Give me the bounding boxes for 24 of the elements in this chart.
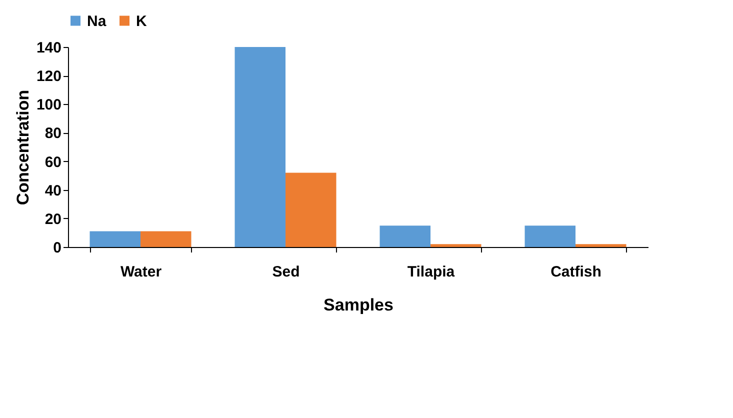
y-axis-title: Concentration (13, 90, 32, 206)
x-tick-label: Water (120, 264, 162, 280)
x-tick-label: Tilapia (407, 264, 456, 280)
bar (140, 231, 192, 247)
y-tick-label: 80 (44, 125, 62, 142)
y-tick-label: 120 (36, 68, 62, 86)
y-tick-label: 40 (44, 182, 62, 200)
legend-label: Na (87, 12, 107, 30)
y-tick-label: 60 (44, 154, 62, 171)
y-tick-label: 100 (36, 96, 62, 114)
y-tick-label: 140 (36, 40, 62, 56)
bar (576, 244, 626, 247)
bar (380, 226, 430, 247)
x-tick-label: Catfish (550, 264, 602, 280)
bar (234, 47, 286, 247)
legend-label: K (136, 12, 147, 30)
y-tick-label: 20 (44, 210, 62, 228)
x-tick-label: Sed (272, 264, 300, 280)
x-axis-title: Samples (324, 296, 394, 314)
bar (430, 244, 482, 247)
bar (524, 226, 576, 247)
y-tick-label: 0 (53, 240, 62, 256)
bar (90, 231, 140, 247)
bar (286, 172, 336, 247)
